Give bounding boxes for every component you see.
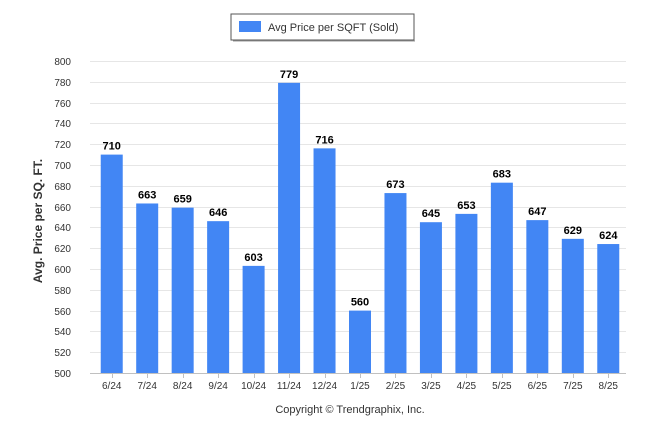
- data-label: 646: [209, 207, 227, 219]
- bar: [207, 221, 230, 373]
- y-tick-label: 720: [54, 140, 71, 151]
- bar: [455, 213, 478, 373]
- x-tick-label: 3/25: [421, 381, 441, 392]
- y-tick-label: 800: [54, 57, 71, 68]
- data-labels: 710 663 659 646 603 779 716 560 673 645 653 683 647 6…: [103, 69, 619, 309]
- data-label: 779: [280, 69, 298, 81]
- data-label: 653: [457, 200, 475, 212]
- x-tick-label: 11/24: [277, 381, 302, 392]
- x-tick-label: 8/25: [599, 381, 619, 392]
- y-tick-label: 780: [54, 78, 71, 89]
- x-tick-label: 12/24: [312, 381, 337, 392]
- data-label: 647: [528, 206, 546, 218]
- bars: [100, 82, 620, 373]
- y-tick-label: 540: [54, 327, 71, 338]
- bar: [490, 182, 513, 373]
- legend-box: [230, 13, 415, 41]
- x-tick-label: 7/24: [137, 381, 157, 392]
- x-tick-label: 9/24: [208, 381, 228, 392]
- data-label: 659: [173, 194, 191, 206]
- legend-label: Avg Price per SQFT (Sold): [268, 22, 398, 34]
- bar: [597, 244, 620, 373]
- data-label: 663: [138, 189, 156, 201]
- data-label: 716: [315, 134, 333, 146]
- y-tick-label: 760: [54, 99, 71, 110]
- y-tick-label: 600: [54, 265, 71, 276]
- data-label: 560: [351, 297, 369, 309]
- bar: [171, 207, 194, 373]
- bar: [561, 238, 584, 373]
- bar: [526, 220, 549, 373]
- y-axis: 500 520 540 560 580 600 620 640 660 680 700 720 740 7…: [54, 57, 71, 380]
- x-tick-label: 7/25: [563, 381, 583, 392]
- y-tick-label: 500: [54, 369, 71, 380]
- legend-swatch: [239, 21, 261, 32]
- x-tick-label: 4/25: [457, 381, 477, 392]
- bar: [100, 154, 123, 373]
- bar: [242, 265, 265, 373]
- data-label: 683: [493, 169, 511, 181]
- y-tick-label: 640: [54, 223, 71, 234]
- y-tick-label: 740: [54, 119, 71, 130]
- bar: [384, 193, 407, 373]
- y-tick-label: 660: [54, 203, 71, 214]
- x-tick-label: 2/25: [386, 381, 406, 392]
- x-tick-label: 5/25: [492, 381, 512, 392]
- y-tick-label: 560: [54, 307, 71, 318]
- x-tick-label: 10/24: [241, 381, 266, 392]
- x-tick-label: 8/24: [173, 381, 193, 392]
- bar: [313, 148, 336, 373]
- y-tick-label: 620: [54, 244, 71, 255]
- y-tick-label: 680: [54, 182, 71, 193]
- bar: [278, 82, 301, 373]
- bar: [136, 203, 159, 373]
- y-tick-label: 520: [54, 348, 71, 359]
- bar: [349, 310, 371, 373]
- data-label: 673: [386, 179, 404, 191]
- x-tick-label: 6/25: [528, 381, 548, 392]
- data-label: 624: [599, 230, 618, 242]
- y-tick-label: 700: [54, 161, 71, 172]
- x-tick-label: 6/24: [102, 381, 122, 392]
- copyright-text: Copyright © Trendgraphix, Inc.: [275, 404, 424, 416]
- legend[interactable]: Avg Price per SQFT (Sold): [230, 13, 415, 42]
- y-tick-label: 580: [54, 286, 71, 297]
- data-label: 603: [244, 252, 262, 264]
- data-label: 645: [422, 208, 440, 220]
- bar: [419, 222, 442, 373]
- data-label: 629: [564, 225, 582, 237]
- x-tick-label: 1/25: [350, 381, 370, 392]
- data-label: 710: [103, 141, 121, 153]
- y-axis-title: Avg. Price per SQ. FT.: [31, 159, 45, 283]
- x-axis: 6/24 7/24 8/24 9/24 10/24 11/24 12/24 1/25 2/25 3…: [102, 373, 618, 392]
